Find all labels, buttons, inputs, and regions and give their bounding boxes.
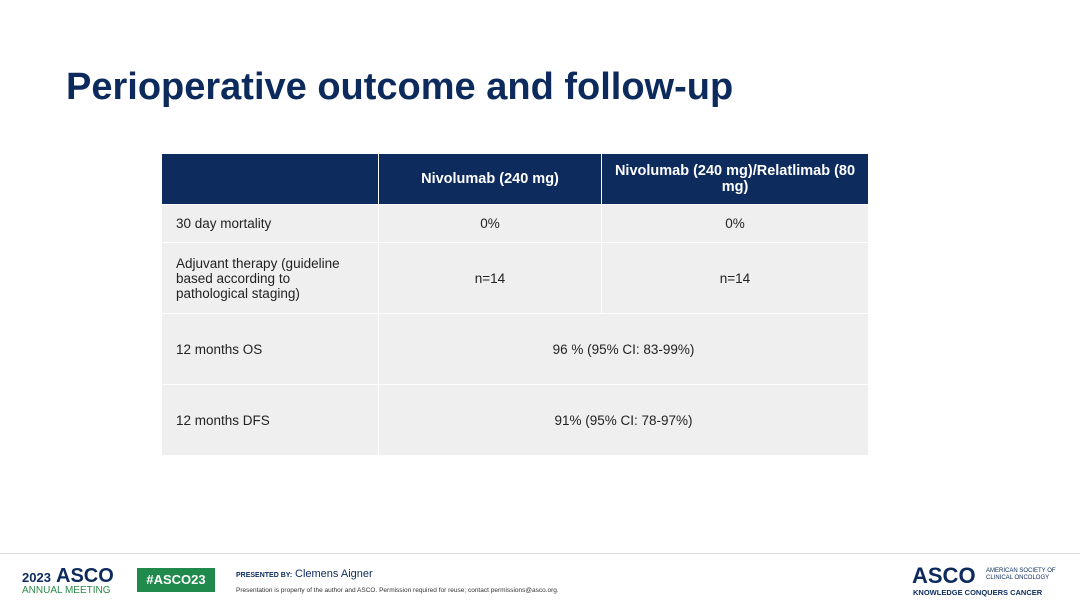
cell: 96 % (95% CI: 83-99%) — [378, 313, 869, 385]
header-cell — [161, 154, 379, 205]
row: 12 months OS 96 % (95% CI: 83-99%) — [161, 313, 869, 385]
cell: Adjuvant therapy (guideline based accord… — [161, 242, 379, 314]
header-cell: Nivolumab (240 mg) — [378, 154, 602, 205]
cell: 12 months DFS — [161, 384, 379, 456]
footer-divider — [0, 553, 1080, 554]
cell: 0% — [601, 204, 869, 243]
presented-by-label: PRESENTED BY: — [236, 572, 293, 579]
row: 12 months DFS 91% (95% CI: 78-97%) — [161, 384, 869, 456]
header-row: Nivolumab (240 mg) Nivolumab (240 mg)/Re… — [161, 154, 869, 205]
slide-title: Perioperative outcome and follow-up — [66, 66, 734, 108]
society-name: AMERICAN SOCIETY OF CLINICAL ONCOLOGY — [986, 568, 1056, 581]
cell: 12 months OS — [161, 313, 379, 385]
cell: n=14 — [601, 242, 869, 314]
meeting-name: ANNUAL MEETING — [22, 585, 111, 596]
row: 30 day mortality 0% 0% — [161, 204, 869, 243]
hashtag: #ASCO23 — [137, 568, 215, 592]
cell: n=14 — [378, 242, 602, 314]
cell: 91% (95% CI: 78-97%) — [378, 384, 869, 456]
brand-logo: ASCO — [912, 563, 976, 588]
meeting-brand: ASCO — [56, 565, 114, 587]
meeting-year: 2023 — [22, 570, 51, 585]
cell: 30 day mortality — [161, 204, 379, 243]
row: Adjuvant therapy (guideline based accord… — [161, 242, 869, 314]
tagline: KNOWLEDGE CONQUERS CANCER — [913, 588, 1043, 597]
header-cell: Nivolumab (240 mg)/Relatlimab (80 mg) — [601, 154, 869, 205]
outcome-table: Nivolumab (240 mg) Nivolumab (240 mg)/Re… — [161, 154, 869, 456]
notice: Presentation is property of the author a… — [236, 587, 559, 594]
presenter: Clemens Aigner — [295, 568, 373, 580]
cell: 0% — [378, 204, 602, 243]
